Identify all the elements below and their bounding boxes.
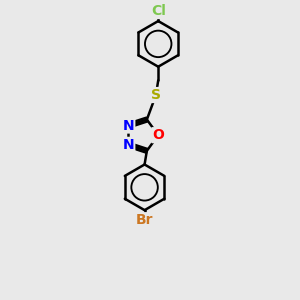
Text: Br: Br: [136, 213, 153, 227]
Text: N: N: [123, 138, 134, 152]
Text: S: S: [151, 88, 161, 102]
Text: N: N: [123, 118, 134, 133]
Text: O: O: [152, 128, 164, 142]
Text: Cl: Cl: [151, 4, 166, 18]
